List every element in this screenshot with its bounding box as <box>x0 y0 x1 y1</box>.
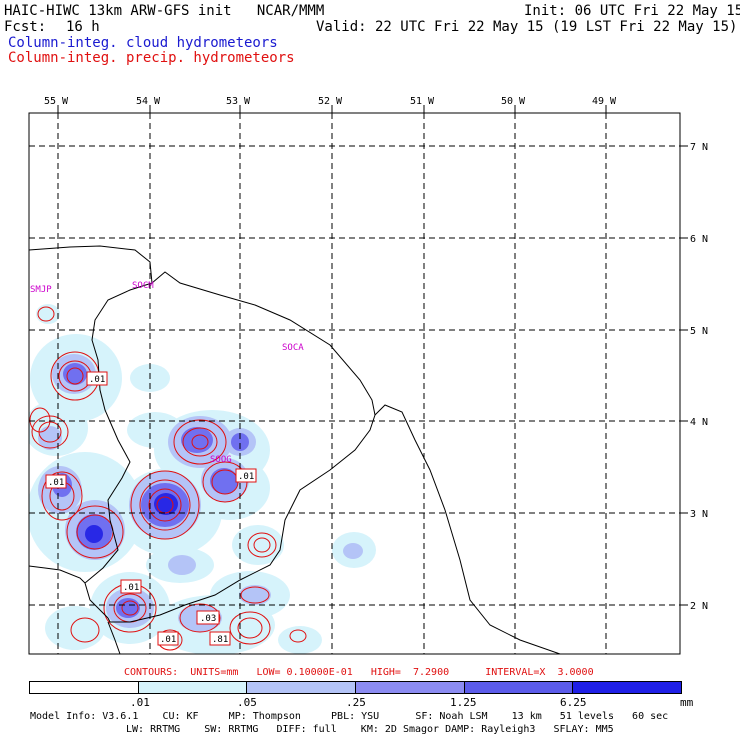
contour-label: .01 <box>89 375 105 385</box>
lat-label-6n: 6 N <box>690 234 708 245</box>
coastline <box>29 245 561 654</box>
legend-precip: Column-integ. precip. hydrometeors <box>8 50 295 66</box>
forecast-label: Fcst: <box>4 19 47 35</box>
legend-cloud: Column-integ. cloud hydrometeors <box>8 35 278 51</box>
model-info-line2: LW: RRTMG SW: RRTMG DIFF: full KM: 2D Sm… <box>126 724 614 735</box>
lat-label-2n: 2 N <box>690 601 708 612</box>
lon-label-55w: 55 W <box>44 96 69 107</box>
contour-label: .81 <box>212 635 228 645</box>
lon-label-51w: 51 W <box>410 96 435 107</box>
lat-label-5n: 5 N <box>690 326 708 337</box>
colorbar <box>29 681 682 694</box>
lon-label-50w: 50 W <box>501 96 526 107</box>
plot-title: HAIC-HIWC 13km ARW-GFS init NCAR/MMM <box>4 3 325 19</box>
forecast-hour: 16 h <box>66 19 100 35</box>
contour-label: .03 <box>200 614 216 624</box>
station-smjp: SMJP <box>30 285 52 295</box>
contour-label: .01 <box>123 583 139 593</box>
contour-label: .01 <box>160 635 176 645</box>
station-socm: SOCM <box>132 281 154 291</box>
colorbar-tick: .25 <box>346 696 366 709</box>
colorbar-bin <box>463 682 573 693</box>
colorbar-bin <box>246 682 356 693</box>
init-time: Init: 06 UTC Fri 22 May 15 <box>524 3 740 19</box>
lon-label-49w: 49 W <box>592 96 617 107</box>
contours-info: CONTOURS: UNITS=mm LOW= 0.10000E-01 HIGH… <box>124 667 594 678</box>
colorbar-bin <box>137 682 247 693</box>
lat-label-7n: 7 N <box>690 142 708 153</box>
valid-time: Valid: 22 UTC Fri 22 May 15 (19 LST Fri … <box>316 19 738 35</box>
colorbar-bin <box>572 682 682 693</box>
model-info-line1: Model Info: V3.6.1 CU: KF MP: Thompson P… <box>30 711 669 722</box>
station-soog: SOOG <box>210 455 232 465</box>
contour-label: .01 <box>238 472 254 482</box>
map-frame <box>28 112 681 655</box>
axis-ticks <box>57 105 688 606</box>
colorbar-bin <box>355 682 464 693</box>
lat-lon-grid <box>29 113 680 654</box>
colorbar-unit: mm <box>680 696 694 709</box>
colorbar-tick: 1.25 <box>450 696 477 709</box>
lat-label-3n: 3 N <box>690 509 708 520</box>
colorbar-tick: 6.25 <box>560 696 587 709</box>
lat-label-4n: 4 N <box>690 417 708 428</box>
lon-label-52w: 52 W <box>318 96 343 107</box>
lon-label-54w: 54 W <box>136 96 161 107</box>
contour-label: .01 <box>48 478 64 488</box>
colorbar-tick: .01 <box>130 696 150 709</box>
colorbar-tick: .05 <box>237 696 257 709</box>
colorbar-bin <box>30 682 138 693</box>
station-soca: SOCA <box>282 343 304 353</box>
lon-label-53w: 53 W <box>226 96 251 107</box>
